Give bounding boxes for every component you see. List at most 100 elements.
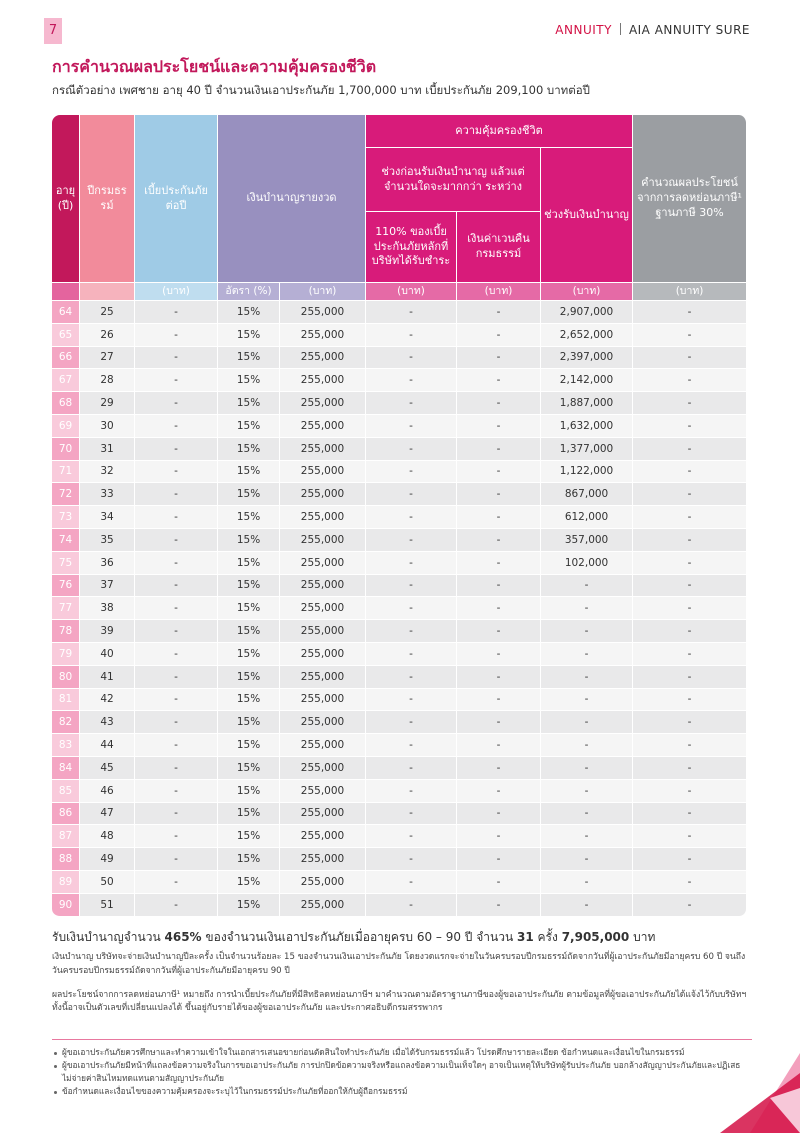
- table-row: 84 45-15% 255,000- - - -: [52, 756, 748, 780]
- age-cell: 74: [52, 528, 80, 552]
- table-cell: 15%: [218, 825, 280, 849]
- table-cell: -: [135, 779, 218, 803]
- table-cell: -: [366, 779, 458, 803]
- table-cell: 30: [80, 414, 135, 438]
- table-cell: 255,000: [280, 756, 367, 780]
- table-cell: -: [366, 483, 458, 507]
- table-row: 87 48-15% 255,000- - - -: [52, 825, 748, 849]
- table-cell: -: [633, 825, 748, 849]
- table-cell: -: [633, 756, 748, 780]
- table-cell: -: [457, 392, 542, 415]
- table-cell: 15%: [218, 848, 280, 871]
- table-cell: -: [633, 688, 748, 712]
- table-cell: -: [457, 802, 542, 826]
- age-cell: 79: [52, 642, 80, 666]
- table-cell: 612,000: [541, 506, 634, 529]
- table-cell: 15%: [218, 392, 280, 415]
- unit: (บาท): [366, 283, 458, 301]
- table-cell: 255,000: [280, 870, 367, 894]
- table-cell: -: [366, 870, 458, 894]
- table-cell: -: [541, 597, 634, 621]
- age-cell: 84: [52, 756, 80, 780]
- table-cell: -: [633, 323, 748, 347]
- age-cell: 77: [52, 597, 80, 621]
- table-cell: -: [366, 620, 458, 643]
- table-cell: 49: [80, 848, 135, 871]
- bullets: ผู้ขอเอาประกันภัยควรศึกษาและทำความเข้าใจ…: [52, 1046, 742, 1097]
- age-cell: 65: [52, 323, 80, 347]
- table-cell: 50: [80, 870, 135, 894]
- table-cell: 45: [80, 756, 135, 780]
- age-cell: 67: [52, 369, 80, 393]
- table-cell: 15%: [218, 779, 280, 803]
- table-cell: -: [541, 734, 634, 757]
- age-cell: 82: [52, 711, 80, 735]
- table-cell: -: [366, 392, 458, 415]
- table-cell: 2,397,000: [541, 346, 634, 370]
- table-cell: -: [633, 620, 748, 643]
- bullet: ผู้ขอเอาประกันภัยมีหน้าที่แถลงข้อความจริ…: [52, 1059, 742, 1085]
- unit: (บาท): [633, 283, 748, 301]
- table-cell: -: [366, 369, 458, 393]
- table-cell: -: [633, 597, 748, 621]
- header-cell: ปีกรมธรรม์: [80, 115, 135, 283]
- table-cell: -: [135, 574, 218, 598]
- table-row: 78 39-15% 255,000- - - -: [52, 620, 748, 643]
- table-cell: 255,000: [280, 734, 367, 757]
- table-cell: 1,632,000: [541, 414, 634, 438]
- table-cell: 15%: [218, 551, 280, 575]
- table-cell: -: [135, 551, 218, 575]
- table-cell: -: [135, 870, 218, 894]
- header-cell: 110% ของเบี้ยประกันภัยหลักที่บริษัทได้รั…: [366, 212, 458, 283]
- table-cell: 15%: [218, 711, 280, 735]
- table-cell: -: [541, 802, 634, 826]
- product: AIA ANNUITY SURE: [628, 23, 750, 37]
- header-cell: ความคุ้มครองชีวิต: [366, 115, 634, 148]
- table-cell: 255,000: [280, 893, 367, 917]
- table-cell: 36: [80, 551, 135, 575]
- note: เงินบำนาญ บริษัทจะจ่ายเงินบำนาญปีละครั้ง…: [52, 952, 746, 976]
- table-cell: -: [541, 665, 634, 689]
- table-cell: -: [135, 848, 218, 871]
- age-cell: 80: [52, 665, 80, 689]
- table-cell: 255,000: [280, 802, 367, 826]
- table-cell: -: [366, 802, 458, 826]
- table-cell: -: [633, 346, 748, 370]
- table-cell: -: [366, 437, 458, 461]
- table-cell: -: [541, 870, 634, 894]
- table-cell: -: [366, 825, 458, 849]
- table-cell: 15%: [218, 323, 280, 347]
- table-cell: 255,000: [280, 620, 367, 643]
- title: การคำนวณผลประโยชน์และความคุ้มครองชีวิต: [52, 57, 377, 76]
- table-cell: -: [366, 711, 458, 735]
- table-cell: 255,000: [280, 688, 367, 712]
- table-cell: -: [135, 665, 218, 689]
- table-row: 88 49-15% 255,000- - - -: [52, 848, 748, 871]
- table-cell: -: [135, 323, 218, 347]
- table-row: 71 32-15% 255,000- -1,122,000-: [52, 460, 748, 484]
- table-cell: -: [541, 642, 634, 666]
- table-cell: 255,000: [280, 483, 367, 507]
- table-row: 90 51-15% 255,000- - - -: [52, 893, 748, 917]
- table-cell: 2,907,000: [541, 301, 634, 324]
- table-cell: 34: [80, 506, 135, 529]
- table-cell: -: [541, 620, 634, 643]
- table-cell: 48: [80, 825, 135, 849]
- table-cell: 41: [80, 665, 135, 689]
- table-cell: 15%: [218, 483, 280, 507]
- table-cell: 15%: [218, 756, 280, 780]
- table-cell: -: [541, 756, 634, 780]
- separator: [619, 23, 621, 35]
- table-cell: -: [135, 711, 218, 735]
- age-cell: 78: [52, 620, 80, 643]
- table-cell: -: [135, 301, 218, 324]
- table-cell: 15%: [218, 506, 280, 529]
- table-cell: -: [457, 756, 542, 780]
- table-cell: 255,000: [280, 528, 367, 552]
- header-cell: คำนวณผลประโยชน์จากการลดหย่อนภาษี¹ ฐานภาษ…: [633, 115, 748, 283]
- bullet: ข้อกำหนดและเงื่อนไขของความคุ้มครองจะระบุ…: [52, 1085, 742, 1098]
- age-cell: 72: [52, 483, 80, 507]
- table-cell: -: [457, 688, 542, 712]
- table-cell: -: [135, 392, 218, 415]
- table-cell: -: [366, 460, 458, 484]
